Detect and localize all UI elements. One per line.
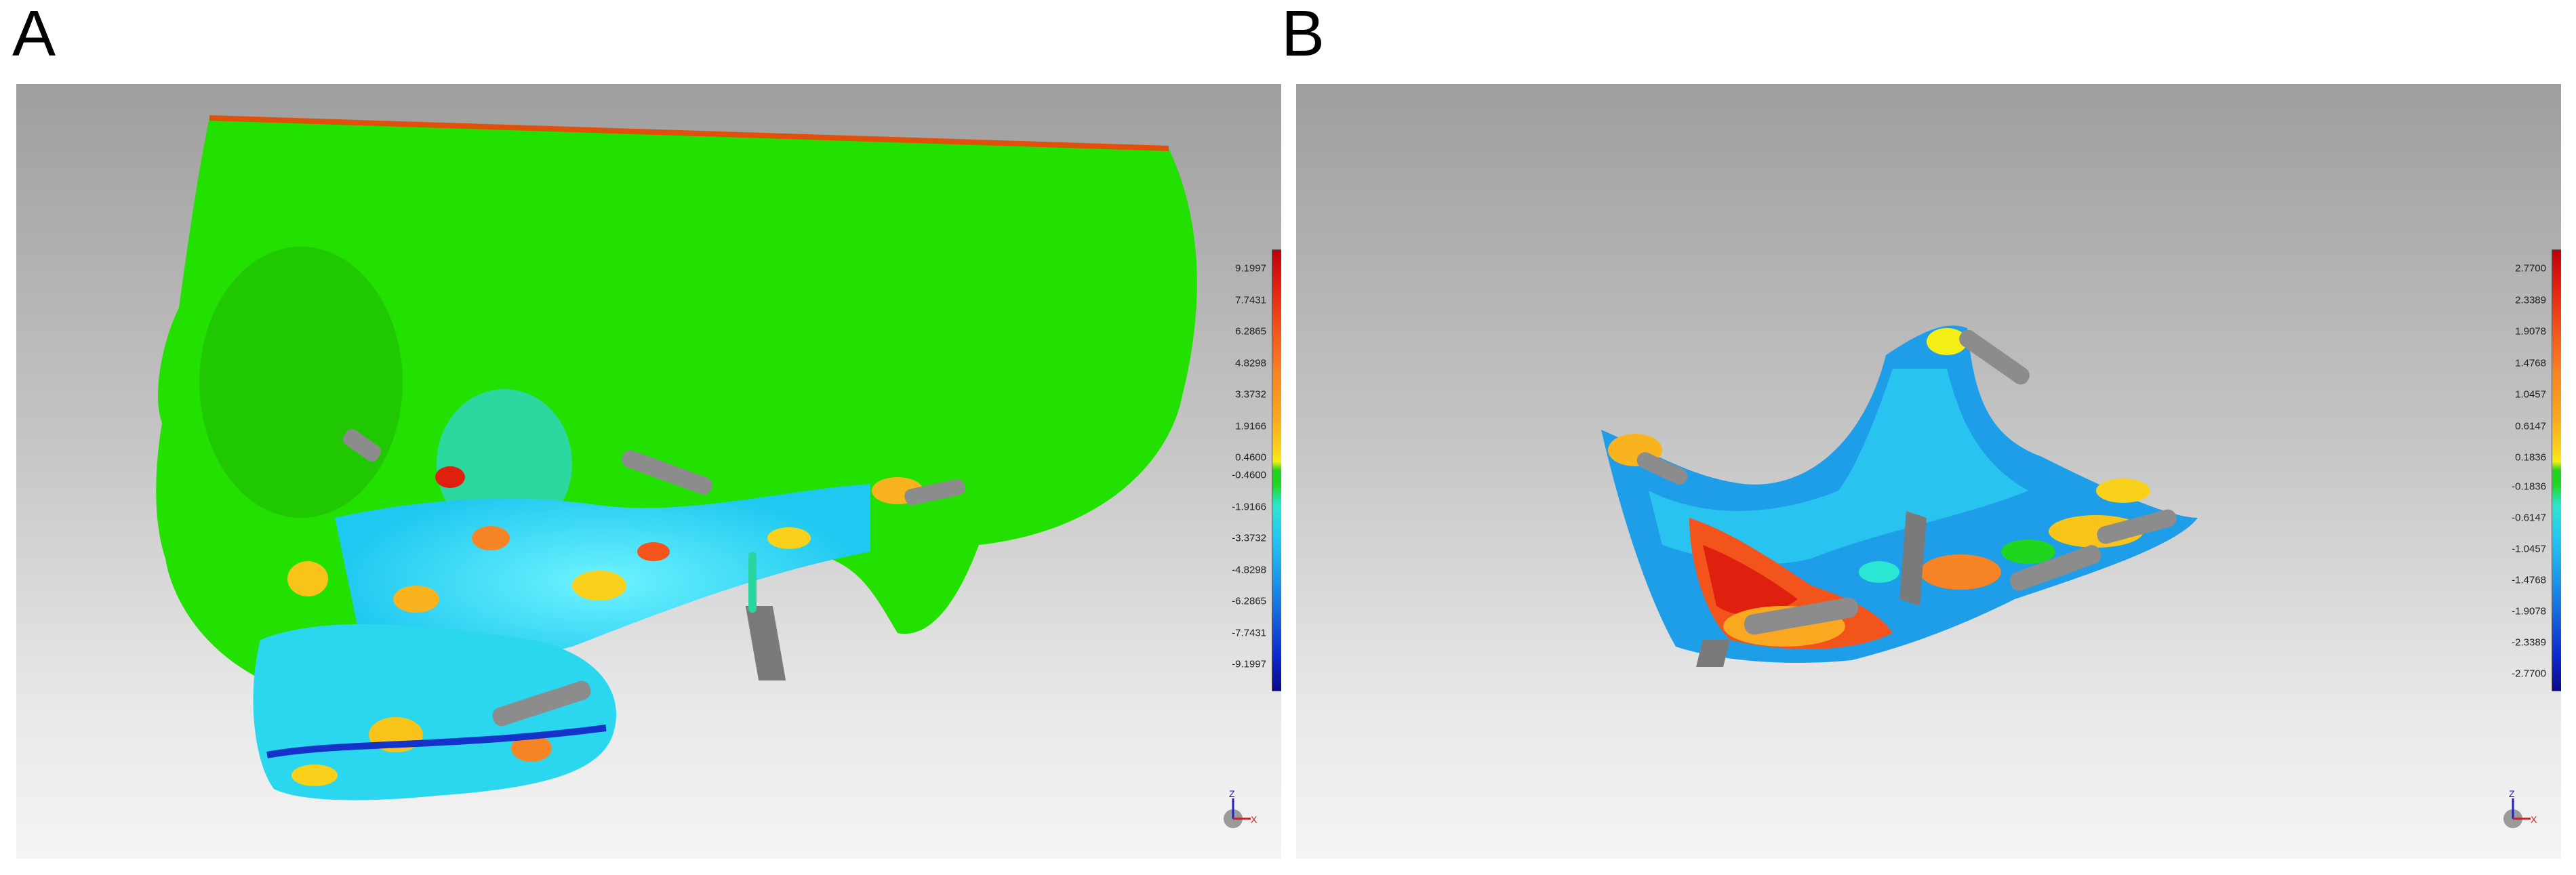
scale-tick: -4.8298 [1232,564,1266,576]
viewport-a[interactable]: 9.1997 7.7431 6.2865 4.8298 3.3732 1.916… [16,84,1281,859]
scale-tick: 2.3389 [2515,294,2546,306]
axis-z-label: Z [1229,789,1235,799]
scale-tick: -1.9078 [2512,605,2546,617]
scale-tick: -0.4600 [1232,469,1266,481]
scale-tick: 6.2865 [1235,325,1266,338]
scale-tick: -2.7700 [2512,668,2546,680]
scale-tick: 1.9078 [2515,325,2546,338]
scale-tick: -0.1836 [2512,481,2546,493]
axis-x-label: X [1251,814,1257,825]
scale-tick: -1.0457 [2512,543,2546,555]
scale-tick: 0.1836 [2515,451,2546,464]
scale-tick: 1.0457 [2515,388,2546,401]
color-scale-a: 9.1997 7.7431 6.2865 4.8298 3.3732 1.916… [1204,249,1281,691]
scale-tick: -6.2865 [1232,595,1266,607]
scale-tick: -7.7431 [1232,627,1266,639]
viewport-b[interactable]: 2.7700 2.3389 1.9078 1.4768 1.0457 0.614… [1296,84,2561,859]
panel-label-b: B [1281,0,1325,70]
scale-tick: 0.4600 [1235,451,1266,464]
axis-x-label: X [2531,814,2537,825]
axis-triad-icon: Z X [1213,788,1260,836]
color-scale-b: 2.7700 2.3389 1.9078 1.4768 1.0457 0.614… [2484,249,2561,691]
axis-triad-icon: Z X [2493,788,2540,836]
scale-tick: 3.3732 [1235,388,1266,401]
scale-tick: 4.8298 [1235,357,1266,369]
scale-tick: 0.6147 [2515,420,2546,432]
scale-tick: 1.9166 [1235,420,1266,432]
scale-tick: -3.3732 [1232,532,1266,544]
scale-tick: 7.7431 [1235,294,1266,306]
scale-tick: -1.9166 [1232,501,1266,513]
scale-tick: 9.1997 [1235,262,1266,274]
color-scale-bar-a [1272,249,1281,691]
maxilla-color-map-model[interactable] [1296,84,2561,859]
scale-tick: -2.3389 [2512,636,2546,649]
panel-label-a: A [12,0,56,70]
axis-z-label: Z [2509,789,2515,799]
color-scale-bar-b [2552,249,2561,691]
scale-tick: -1.4768 [2512,574,2546,586]
scale-tick: 1.4768 [2515,357,2546,369]
scale-tick: -9.1997 [1232,658,1266,670]
skull-color-map-model[interactable] [16,84,1281,859]
scale-tick: -0.6147 [2512,512,2546,524]
scale-tick: 2.7700 [2515,262,2546,274]
